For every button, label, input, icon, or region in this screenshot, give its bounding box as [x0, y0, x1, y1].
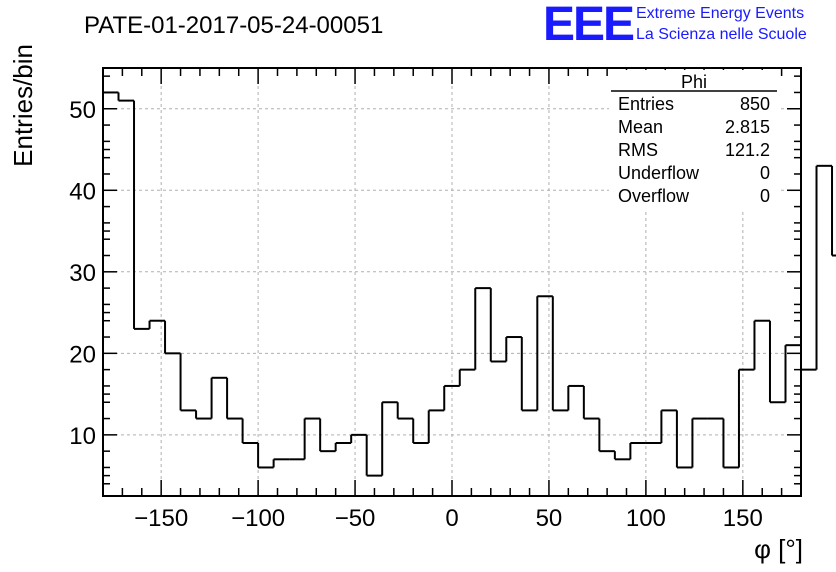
stats-name: Phi	[681, 72, 707, 92]
x-tick-label: 150	[723, 505, 763, 532]
stats-value-entries: 850	[740, 94, 770, 114]
stats-label-underflow: Underflow	[618, 163, 700, 183]
y-tick-label: 10	[69, 423, 96, 450]
stats-label-entries: Entries	[618, 94, 674, 114]
axis-ticks	[102, 68, 802, 496]
x-tick-label: 50	[536, 505, 563, 532]
y-tick-label: 50	[69, 97, 96, 124]
y-tick-label: 40	[69, 178, 96, 205]
stats-value-underflow: 0	[760, 163, 770, 183]
chart-title: PATE-01-2017-05-24-00051	[84, 12, 383, 39]
logo-eee: EEE	[543, 0, 634, 51]
x-axis-label: φ [°]	[754, 534, 803, 564]
y-tick-label: 20	[69, 341, 96, 368]
grid-lines	[103, 68, 801, 496]
tick-labels: −150 −100 −50 0 50 100 150 10 20 30 40 50	[69, 97, 763, 532]
stats-value-rms: 121.2	[725, 140, 770, 160]
x-tick-label: 0	[445, 505, 458, 532]
stats-label-rms: RMS	[618, 140, 658, 160]
x-tick-label: −50	[335, 505, 376, 532]
stats-value-mean: 2.815	[725, 117, 770, 137]
y-axis-label: Entries/bin	[8, 44, 38, 167]
y-tick-label: 30	[69, 260, 96, 287]
x-tick-label: −150	[134, 505, 188, 532]
logo-line-1: Extreme Energy Events	[636, 5, 804, 22]
stats-value-overflow: 0	[760, 186, 770, 206]
stats-label-mean: Mean	[618, 117, 663, 137]
stats-box: Phi Entries 850 Mean 2.815 RMS 121.2 Und…	[609, 70, 779, 210]
x-tick-label: −100	[231, 505, 285, 532]
x-tick-label: 100	[626, 505, 666, 532]
stats-label-overflow: Overflow	[618, 186, 690, 206]
histogram-layer	[103, 91, 836, 477]
logo-line-2: La Scienza nelle Scuole	[636, 26, 807, 43]
